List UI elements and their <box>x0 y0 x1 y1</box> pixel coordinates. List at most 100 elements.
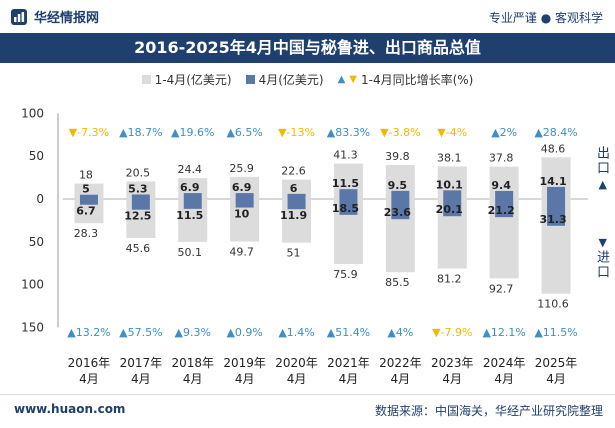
legend-item-ytd: 1-4月(亿美元) <box>141 71 232 88</box>
export-ytd-label: 37.8 <box>489 152 514 165</box>
import-ytd-label: 50.1 <box>178 246 203 259</box>
export-growth-label: ▲2% <box>491 126 517 139</box>
top-bar: 华经情报网 专业严谨 ● 客观科学 <box>0 0 615 33</box>
import-growth-label: ▲57.5% <box>119 326 162 339</box>
export-side-label: 出口 <box>594 146 609 176</box>
export-growth-label: ▲83.3% <box>327 126 370 139</box>
import-month-label: 31.3 <box>539 213 566 226</box>
export-ytd-label: 18 <box>79 169 93 182</box>
export-month-label: 6 <box>290 182 298 195</box>
legend-label-growth: 1-4月同比增长率(%) <box>361 72 474 87</box>
chart-title: 2016-2025年4月中国与秘鲁进、出口商品总值 <box>0 33 615 63</box>
chart-canvas: 100 50 0 50 100 150 185 6.7 28.3 ▼-7.3% ▲13.2% 2016… <box>21 106 588 386</box>
import-ytd-label: 45.6 <box>126 242 151 255</box>
x-tick-label: 2020年 <box>275 356 318 370</box>
x-tick-label: 2016年 <box>68 356 111 370</box>
y-tick-label: 150 <box>21 320 44 334</box>
export-ytd-label: 24.4 <box>178 163 203 176</box>
legend-swatch-month <box>245 74 255 84</box>
import-growth-label: ▲11.5% <box>534 326 577 339</box>
export-ytd-label: 25.9 <box>229 162 254 175</box>
import-month-label: 10 <box>234 208 250 221</box>
import-growth-label: ▲0.9% <box>226 326 262 339</box>
legend-item-month: 4月(亿美元) <box>245 71 324 88</box>
export-month-bar <box>443 190 462 199</box>
import-month-label: 21.2 <box>488 204 515 217</box>
x-tick-label: 4月 <box>235 372 255 386</box>
legend-label-ytd: 1-4月(亿美元) <box>154 72 232 87</box>
import-ytd-label: 81.2 <box>437 273 462 286</box>
export-growth-label: ▼-13% <box>278 126 315 139</box>
export-month-label: 6.9 <box>232 181 252 194</box>
export-month-label: 9.4 <box>491 179 511 192</box>
x-tick-label: 2017年 <box>120 356 163 370</box>
export-ytd-label: 22.6 <box>281 165 306 178</box>
brand[interactable]: 华经情报网 <box>10 7 99 26</box>
x-tick-label: 2023年 <box>431 356 474 370</box>
x-tick-label: 4月 <box>131 372 151 386</box>
export-month-bar <box>183 193 202 199</box>
legend-swatch-ytd <box>141 74 151 84</box>
export-growth-label: ▼-4% <box>437 126 467 139</box>
import-ytd-label: 85.5 <box>385 276 410 289</box>
y-tick-label: 100 <box>21 278 44 292</box>
import-month-bar <box>131 199 150 210</box>
import-month-label: 23.6 <box>384 206 411 219</box>
import-month-label: 12.5 <box>124 210 151 223</box>
x-tick-label: 2019年 <box>223 356 266 370</box>
export-month-bar <box>495 190 514 199</box>
tagline: 专业严谨 ● 客观科学 <box>488 11 603 25</box>
import-month-bar <box>183 199 202 209</box>
x-tick-label: 4月 <box>442 372 462 386</box>
legend: 1-4月(亿美元) 4月(亿美元) ▲ ▼ 1-4月同比增长率(%) <box>0 68 615 90</box>
import-down-arrow-icon: ▼ <box>598 236 607 249</box>
import-month-label: 18.5 <box>332 202 359 215</box>
import-month-bar <box>391 199 410 220</box>
import-month-label: 11.9 <box>280 209 307 222</box>
import-ytd-label: 28.3 <box>74 227 99 240</box>
legend-label-month: 4月(亿美元) <box>258 72 324 87</box>
export-month-bar <box>339 189 358 199</box>
import-month-bar <box>495 199 514 218</box>
export-growth-label: ▲19.6% <box>171 126 214 139</box>
import-growth-label: ▲9.3% <box>175 326 211 339</box>
legend-up-triangle-icon: ▲ <box>337 73 346 85</box>
import-growth-label: ▲12.1% <box>482 326 525 339</box>
import-ytd-label: 92.7 <box>489 282 514 295</box>
import-month-label: 6.7 <box>76 205 96 218</box>
import-growth-label: ▲1.4% <box>278 326 314 339</box>
export-ytd-label: 38.1 <box>437 151 462 164</box>
x-tick-label: 4月 <box>339 372 359 386</box>
export-month-label: 5 <box>82 183 90 196</box>
import-month-bar <box>443 199 462 217</box>
export-month-bar <box>131 194 150 199</box>
export-ytd-label: 48.6 <box>541 142 566 155</box>
x-tick-label: 2022年 <box>379 356 422 370</box>
export-month-bar <box>287 193 306 199</box>
website-link[interactable]: www.huaon.com <box>14 402 126 416</box>
x-tick-label: 2024年 <box>483 356 526 370</box>
x-tick-label: 4月 <box>79 372 99 386</box>
y-tick-label: 50 <box>29 149 44 163</box>
import-ytd-label: 51 <box>287 247 301 260</box>
export-growth-label: ▼-7.3% <box>69 126 109 139</box>
export-growth-label: ▲18.7% <box>119 126 162 139</box>
import-ytd-label: 75.9 <box>333 268 358 281</box>
import-month-bar <box>287 199 306 210</box>
export-month-label: 6.9 <box>180 181 200 194</box>
import-side-label: 进口 <box>594 250 609 280</box>
export-month-bar <box>79 194 98 199</box>
export-month-label: 10.1 <box>436 178 463 191</box>
y-tick-label: 0 <box>36 192 44 206</box>
x-tick-label: 4月 <box>391 372 411 386</box>
import-month-bar <box>235 199 254 208</box>
export-growth-label: ▲6.5% <box>226 126 262 139</box>
export-ytd-label: 39.8 <box>385 150 410 163</box>
import-growth-label: ▲4% <box>387 326 413 339</box>
export-month-label: 5.3 <box>128 182 148 195</box>
legend-item-growth: ▲ ▼ 1-4月同比增长率(%) <box>338 71 474 88</box>
import-month-label: 20.1 <box>436 203 463 216</box>
brand-logo-icon <box>11 8 27 25</box>
brand-name: 华经情报网 <box>34 11 100 26</box>
legend-down-triangle-icon: ▼ <box>349 73 357 85</box>
